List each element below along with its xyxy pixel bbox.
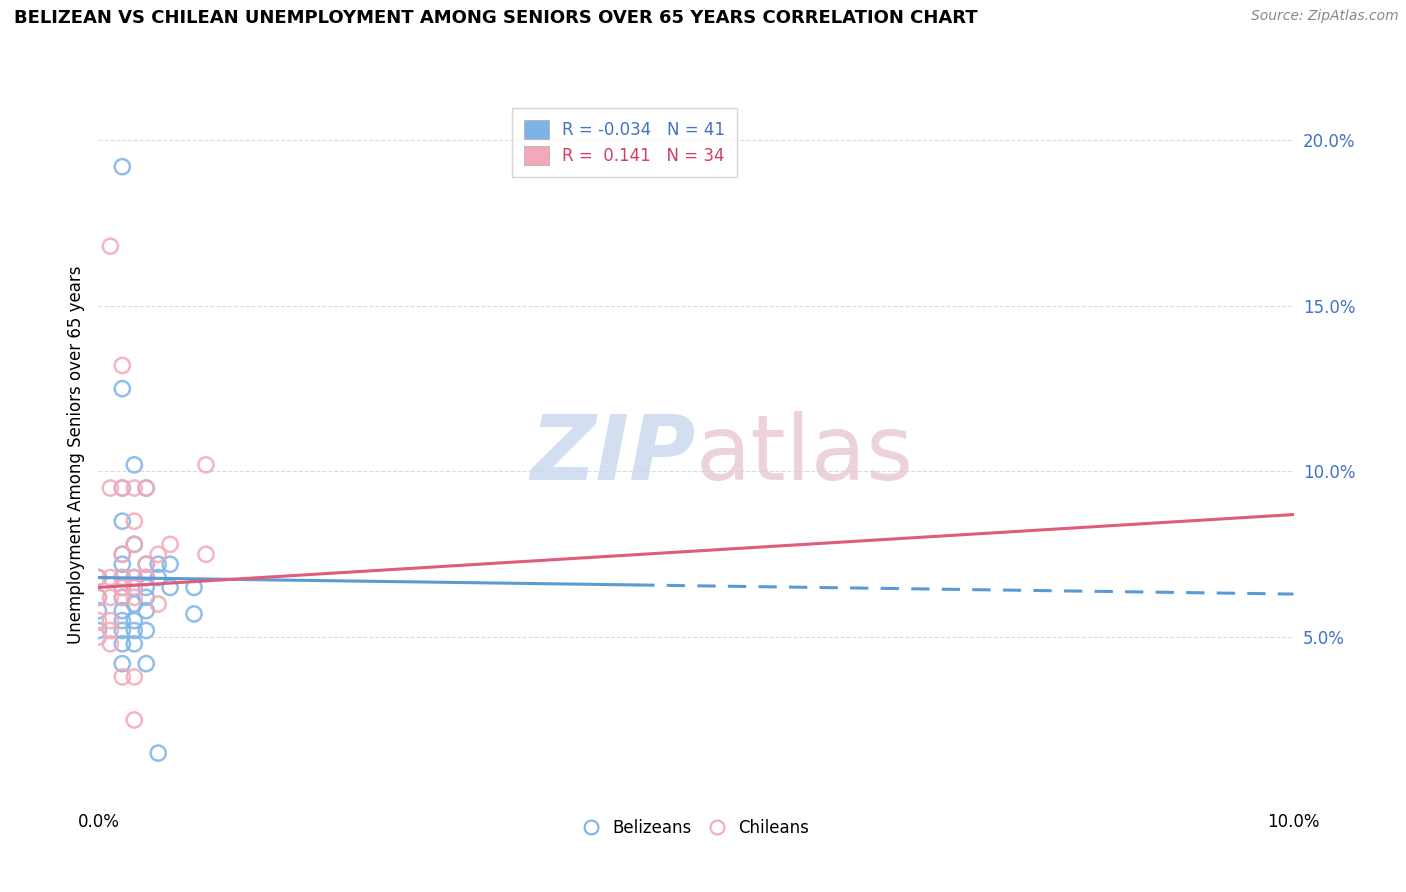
Point	[87, 630, 110, 644]
Point	[111, 547, 134, 561]
Point	[124, 481, 146, 495]
Point	[111, 581, 134, 595]
Text: BELIZEAN VS CHILEAN UNEMPLOYMENT AMONG SENIORS OVER 65 YEARS CORRELATION CHART: BELIZEAN VS CHILEAN UNEMPLOYMENT AMONG S…	[14, 9, 977, 27]
Point	[148, 558, 170, 572]
Point	[98, 624, 122, 638]
Point	[111, 558, 134, 572]
Y-axis label: Unemployment Among Seniors over 65 years: Unemployment Among Seniors over 65 years	[66, 266, 84, 644]
Point	[135, 624, 157, 638]
Point	[111, 160, 134, 174]
Text: Source: ZipAtlas.com: Source: ZipAtlas.com	[1251, 9, 1399, 23]
Point	[111, 637, 134, 651]
Point	[111, 359, 134, 373]
Point	[135, 570, 157, 584]
Point	[111, 481, 134, 495]
Point	[124, 570, 146, 584]
Point	[148, 547, 170, 561]
Point	[124, 570, 146, 584]
Point	[87, 591, 110, 605]
Point	[111, 570, 134, 584]
Point	[159, 558, 181, 572]
Point	[87, 614, 110, 628]
Point	[124, 581, 146, 595]
Point	[135, 581, 157, 595]
Point	[98, 637, 122, 651]
Point	[135, 570, 157, 584]
Point	[111, 604, 134, 618]
Point	[98, 239, 122, 253]
Point	[148, 597, 170, 611]
Point	[148, 570, 170, 584]
Point	[87, 570, 110, 584]
Point	[111, 591, 134, 605]
Point	[87, 591, 110, 605]
Point	[124, 537, 146, 551]
Text: atlas: atlas	[696, 411, 914, 499]
Point	[111, 382, 134, 396]
Point	[124, 581, 146, 595]
Point	[111, 670, 134, 684]
Point	[195, 547, 218, 561]
Point	[111, 591, 134, 605]
Point	[124, 624, 146, 638]
Point	[111, 547, 134, 561]
Point	[124, 514, 146, 528]
Point	[111, 657, 134, 671]
Point	[124, 713, 146, 727]
Point	[159, 581, 181, 595]
Point	[159, 537, 181, 551]
Point	[135, 481, 157, 495]
Point	[135, 558, 157, 572]
Point	[195, 458, 218, 472]
Point	[98, 481, 122, 495]
Point	[111, 514, 134, 528]
Point	[124, 614, 146, 628]
Point	[183, 607, 205, 621]
Point	[148, 746, 170, 760]
Legend: Belizeans, Chileans: Belizeans, Chileans	[576, 812, 815, 843]
Point	[124, 537, 146, 551]
Point	[135, 558, 157, 572]
Point	[124, 597, 146, 611]
Point	[98, 614, 122, 628]
Point	[111, 581, 134, 595]
Point	[111, 624, 134, 638]
Point	[124, 591, 146, 605]
Text: ZIP: ZIP	[530, 411, 696, 499]
Point	[98, 570, 122, 584]
Point	[124, 637, 146, 651]
Point	[124, 458, 146, 472]
Point	[87, 624, 110, 638]
Point	[98, 591, 122, 605]
Point	[135, 591, 157, 605]
Point	[87, 604, 110, 618]
Point	[183, 581, 205, 595]
Point	[135, 604, 157, 618]
Point	[135, 657, 157, 671]
Point	[135, 481, 157, 495]
Point	[111, 570, 134, 584]
Point	[124, 670, 146, 684]
Point	[87, 570, 110, 584]
Point	[111, 481, 134, 495]
Point	[111, 614, 134, 628]
